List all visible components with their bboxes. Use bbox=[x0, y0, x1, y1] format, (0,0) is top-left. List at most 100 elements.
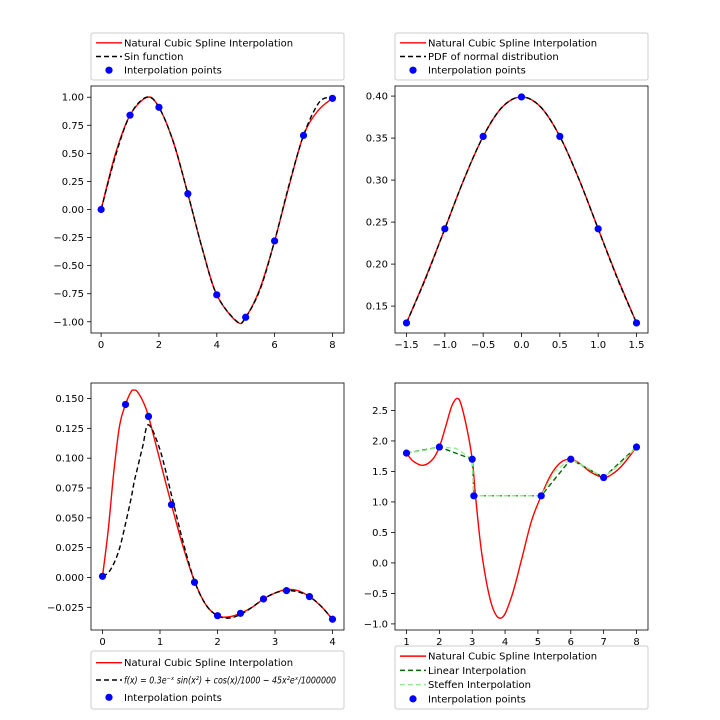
legend-box bbox=[394, 645, 649, 710]
interpolation-point bbox=[600, 473, 608, 482]
series-group bbox=[97, 94, 337, 325]
x-tick-label: 2 bbox=[214, 637, 220, 648]
legend-marker bbox=[409, 695, 417, 703]
interpolation-point bbox=[468, 455, 476, 463]
x-tick-label: 0 bbox=[98, 340, 104, 351]
chart-2: −1.5 −1.0 −0.5 0.0 0.5 1.0 1.5 0.15 0.20 0.25 0.30… bbox=[366, 32, 649, 351]
y-tick-label: −0.025 bbox=[47, 603, 84, 614]
x-tick-label: 0.5 bbox=[552, 340, 568, 351]
y-tick-label: 0.20 bbox=[366, 260, 388, 271]
y-tick-label: 0.30 bbox=[366, 176, 388, 187]
legend: Natural Cubic Spline Interpolation f(x) =… bbox=[90, 650, 345, 710]
legend-marker bbox=[105, 693, 113, 701]
x-tick-label: 1.5 bbox=[629, 340, 645, 351]
x-tick-label: −1.5 bbox=[394, 340, 418, 351]
legend-box bbox=[90, 650, 345, 710]
y-tick-label: 0.35 bbox=[366, 134, 388, 145]
x-tick-label: −0.5 bbox=[471, 340, 495, 351]
legend-label: Natural Cubic Spline Interpolation bbox=[124, 38, 293, 49]
legend: Natural Cubic Spline Interpolation Linear… bbox=[394, 645, 649, 710]
x-tick-label: 0 bbox=[99, 637, 105, 648]
plot-area bbox=[91, 383, 344, 630]
y-tick-label: 0.5 bbox=[372, 528, 388, 539]
x-tick-label: 6 bbox=[271, 340, 277, 351]
x-tick-label: 6 bbox=[568, 637, 574, 648]
series-line-1 bbox=[405, 397, 638, 619]
interpolation-point bbox=[567, 455, 575, 463]
interpolation-point bbox=[402, 449, 411, 457]
interpolation-point bbox=[517, 93, 526, 101]
legend-marker bbox=[409, 66, 417, 74]
y-tick-label: 0.40 bbox=[366, 92, 388, 103]
interpolation-point bbox=[632, 443, 641, 451]
interpolation-point bbox=[155, 103, 163, 111]
legend-label: Interpolation points bbox=[124, 693, 222, 704]
chart-4: 1 2 3 4 5 6 7 8 −1.0 −0.5 0.0 0.5 1.0 1.5 2.0 2.5 Natura… bbox=[364, 382, 649, 710]
y-tick-label: 0.125 bbox=[55, 424, 84, 435]
interpolation-point bbox=[537, 492, 545, 500]
series-group bbox=[98, 389, 337, 623]
y-tick-label: 0.00 bbox=[62, 205, 84, 216]
interpolation-point bbox=[259, 595, 268, 603]
legend-box bbox=[394, 32, 649, 81]
y-tick-label: 0.050 bbox=[55, 513, 84, 524]
legend-label: Steffen Interpolation bbox=[428, 680, 531, 691]
y-tick-label: 0.025 bbox=[55, 543, 84, 554]
legend-label: Natural Cubic Spline Interpolation bbox=[428, 38, 597, 49]
y-tick-label: 0.25 bbox=[366, 218, 388, 229]
y-tick-label: 2.5 bbox=[372, 406, 388, 417]
y-tick-label: 1.0 bbox=[372, 497, 388, 508]
y-tick-label: −1.0 bbox=[364, 619, 388, 630]
x-tick-label: 0.0 bbox=[514, 340, 530, 351]
legend-label: Interpolation points bbox=[428, 694, 526, 705]
interpolation-point bbox=[271, 237, 279, 245]
x-tick-label: 2 bbox=[436, 637, 442, 648]
interpolation-point bbox=[236, 609, 245, 617]
legend-label: Interpolation points bbox=[124, 66, 222, 77]
x-tick-label: 1 bbox=[157, 637, 163, 648]
interpolation-point bbox=[479, 132, 487, 141]
interpolation-point bbox=[126, 111, 134, 119]
interpolation-point bbox=[328, 615, 337, 623]
legend-label: Natural Cubic Spline Interpolation bbox=[428, 652, 597, 663]
legend-label: Interpolation points bbox=[428, 66, 526, 77]
y-tick-label: 2.0 bbox=[372, 436, 388, 447]
interpolation-point bbox=[441, 225, 449, 233]
interpolation-point bbox=[242, 313, 250, 321]
x-tick-label: 2 bbox=[156, 340, 162, 351]
legend-marker bbox=[105, 66, 113, 74]
interpolation-point bbox=[144, 412, 153, 421]
legend-label: PDF of normal distribution bbox=[428, 52, 559, 63]
interpolation-point bbox=[435, 443, 443, 451]
y-tick-label: 1.00 bbox=[62, 93, 84, 104]
axes-frame bbox=[394, 382, 649, 631]
y-tick-label: −0.25 bbox=[53, 233, 84, 244]
legend-label: Sin function bbox=[124, 52, 184, 63]
interpolation-point bbox=[594, 225, 602, 233]
y-tick-label: 0.25 bbox=[62, 177, 84, 188]
x-tick-label: −1.0 bbox=[433, 340, 457, 351]
interpolation-point bbox=[97, 205, 105, 214]
interpolation-point bbox=[190, 578, 199, 586]
interpolation-point bbox=[213, 612, 222, 620]
plot-area bbox=[395, 86, 648, 333]
interpolation-point bbox=[470, 492, 478, 500]
interpolation-point bbox=[305, 592, 314, 601]
x-tick-label: 7 bbox=[600, 637, 606, 648]
interpolation-point bbox=[299, 131, 308, 139]
interpolation-point bbox=[184, 190, 192, 198]
y-tick-label: 0.100 bbox=[55, 454, 84, 465]
y-tick-label: 0.150 bbox=[55, 394, 84, 405]
legend: Natural Cubic Spline Interpolation PDF of… bbox=[394, 32, 649, 81]
x-tick-label: 8 bbox=[633, 637, 639, 648]
x-tick-label: 4 bbox=[329, 637, 335, 648]
series-group bbox=[402, 93, 641, 327]
y-tick-label: 0.50 bbox=[62, 149, 84, 160]
x-tick-label: 8 bbox=[329, 340, 335, 351]
chart-3: 0 1 2 3 4 −0.025 0.000 0.025 0.050 0.075 0.100 0.12… bbox=[47, 382, 345, 710]
x-tick-label: 1.0 bbox=[590, 340, 606, 351]
y-tick-label: −0.75 bbox=[53, 289, 84, 300]
x-tick-label: 1 bbox=[403, 637, 409, 648]
x-tick-label: 3 bbox=[272, 637, 278, 648]
